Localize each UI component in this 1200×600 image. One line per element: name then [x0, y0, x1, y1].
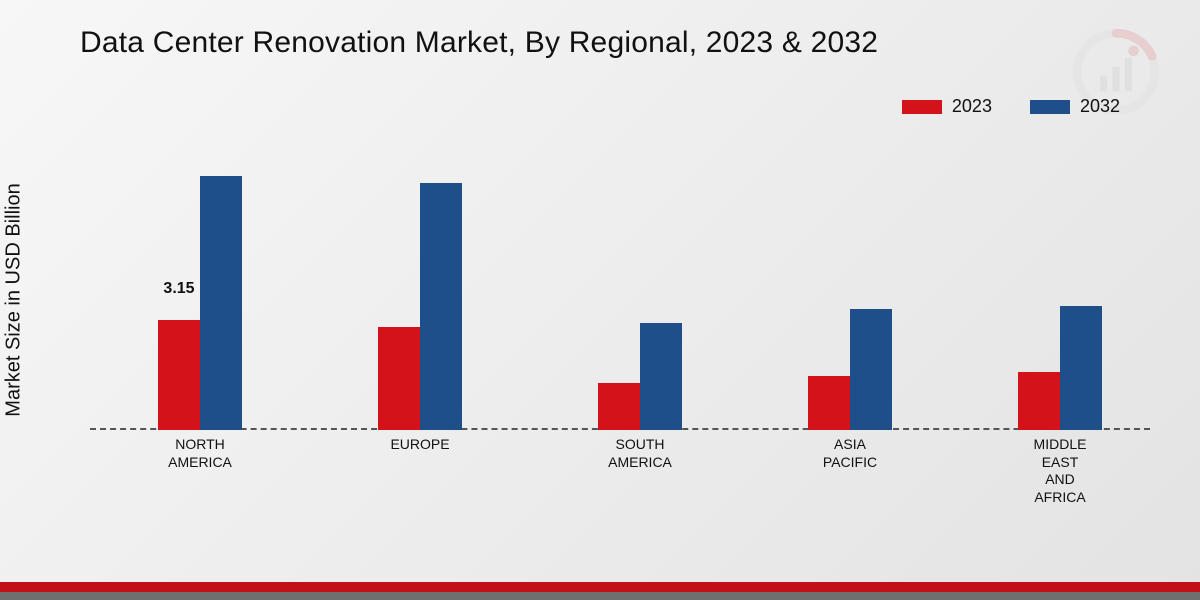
- legend-item-2032: 2032: [1030, 96, 1120, 117]
- footer-stripe: [0, 582, 1200, 600]
- legend-swatch-2023: [902, 100, 942, 114]
- bar: [808, 376, 850, 430]
- legend-label-2032: 2032: [1080, 96, 1120, 117]
- x-tick-label: EUROPE: [390, 436, 449, 454]
- bar-group: [378, 183, 462, 430]
- bar: [850, 309, 892, 430]
- x-tick-label: NORTH AMERICA: [168, 436, 232, 471]
- bar: [598, 383, 640, 430]
- chart-plot-area: 3.15: [90, 150, 1150, 430]
- bar: [200, 176, 242, 430]
- value-label: 3.15: [163, 280, 194, 298]
- bar: [640, 323, 682, 430]
- bar: [1060, 306, 1102, 430]
- bar: [420, 183, 462, 430]
- x-tick-label: MIDDLE EAST AND AFRICA: [1034, 436, 1087, 506]
- legend-label-2023: 2023: [952, 96, 992, 117]
- bar-group: [598, 323, 682, 430]
- x-tick-label: SOUTH AMERICA: [608, 436, 672, 471]
- bar: [158, 320, 200, 430]
- bar-group: [808, 309, 892, 430]
- x-tick-label: ASIA PACIFIC: [823, 436, 877, 471]
- bar-group: [1018, 306, 1102, 430]
- legend-swatch-2032: [1030, 100, 1070, 114]
- page-title: Data Center Renovation Market, By Region…: [80, 26, 878, 60]
- bar: [378, 327, 420, 430]
- bar-group: [158, 176, 242, 430]
- bar: [1018, 372, 1060, 430]
- legend-item-2023: 2023: [902, 96, 992, 117]
- legend: 2023 2032: [902, 96, 1120, 117]
